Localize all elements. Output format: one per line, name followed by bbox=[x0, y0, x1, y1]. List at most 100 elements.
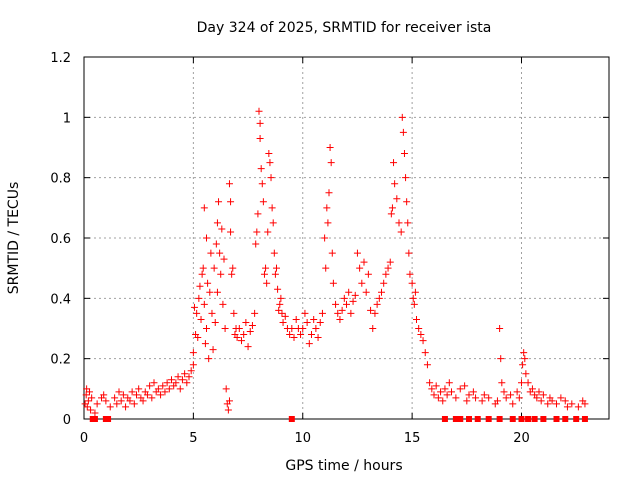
data-point bbox=[521, 355, 529, 363]
chart-title: Day 324 of 2025, SRMTID for receiver ist… bbox=[197, 20, 492, 36]
data-point bbox=[275, 306, 283, 314]
data-point bbox=[203, 325, 210, 332]
data-point bbox=[111, 394, 119, 402]
data-point bbox=[496, 325, 504, 332]
data-point bbox=[253, 228, 261, 236]
y-tick-label: 0 bbox=[63, 413, 71, 428]
data-point bbox=[535, 388, 543, 396]
data-point bbox=[518, 379, 525, 387]
data-point bbox=[269, 219, 277, 227]
data-point bbox=[290, 334, 298, 342]
data-point bbox=[242, 318, 250, 326]
data-point bbox=[106, 403, 114, 411]
data-point-square bbox=[581, 416, 588, 422]
data-point-square bbox=[540, 416, 547, 422]
data-point bbox=[390, 159, 398, 167]
data-point bbox=[273, 264, 280, 272]
data-point bbox=[404, 219, 412, 227]
data-point bbox=[288, 325, 296, 332]
data-point bbox=[323, 204, 331, 212]
data-point bbox=[314, 334, 322, 342]
data-point bbox=[276, 300, 284, 308]
axis-ticks: 0 0.2 0.4 0.6 0.8 1 1.2 0 5 10 15 20 bbox=[50, 51, 609, 446]
data-point bbox=[463, 397, 471, 405]
data-point bbox=[522, 370, 530, 378]
data-point-square bbox=[496, 416, 503, 422]
data-point bbox=[255, 107, 263, 115]
data-point bbox=[456, 385, 464, 393]
data-point bbox=[268, 204, 276, 212]
y-tick-label: 1.2 bbox=[50, 51, 71, 66]
data-point bbox=[351, 291, 359, 299]
data-point bbox=[321, 234, 329, 242]
data-point bbox=[230, 309, 238, 317]
data-point bbox=[83, 385, 91, 393]
data-point bbox=[548, 397, 556, 405]
data-point bbox=[528, 385, 536, 393]
data-point bbox=[93, 400, 101, 408]
data-point bbox=[130, 400, 138, 408]
data-point bbox=[248, 321, 256, 329]
data-point bbox=[574, 403, 582, 411]
data-point bbox=[83, 403, 91, 411]
data-point bbox=[281, 312, 289, 320]
data-point bbox=[258, 180, 266, 188]
data-point bbox=[448, 388, 455, 396]
data-point bbox=[391, 180, 399, 188]
data-point bbox=[399, 128, 407, 136]
data-point bbox=[452, 394, 460, 402]
data-point-square bbox=[105, 416, 112, 422]
data-point bbox=[343, 300, 350, 308]
x-tick-label: 0 bbox=[80, 431, 88, 446]
data-point bbox=[198, 270, 206, 278]
data-point bbox=[386, 258, 394, 266]
data-point bbox=[441, 385, 449, 393]
data-point-square bbox=[525, 416, 532, 422]
data-point bbox=[509, 400, 517, 408]
data-point bbox=[91, 409, 99, 417]
y-tick-label: 0.8 bbox=[50, 172, 71, 187]
data-point bbox=[163, 379, 171, 387]
data-point bbox=[126, 397, 134, 405]
grid-lines bbox=[84, 57, 609, 419]
data-point-square bbox=[288, 416, 295, 422]
data-point bbox=[244, 343, 252, 351]
data-point bbox=[403, 198, 411, 206]
data-point bbox=[445, 379, 453, 387]
data-point bbox=[251, 309, 259, 317]
data-point bbox=[310, 315, 318, 323]
data-point bbox=[220, 255, 228, 263]
data-point bbox=[113, 400, 121, 408]
data-point bbox=[478, 397, 486, 405]
data-point bbox=[356, 264, 364, 272]
data-point bbox=[117, 397, 125, 405]
data-point bbox=[274, 285, 282, 293]
data-point bbox=[267, 174, 275, 182]
data-point bbox=[367, 306, 375, 314]
data-point bbox=[238, 337, 245, 345]
data-point bbox=[235, 325, 243, 332]
data-point bbox=[371, 309, 379, 317]
data-point bbox=[181, 370, 189, 378]
data-point bbox=[215, 198, 223, 206]
data-point bbox=[498, 379, 506, 387]
data-point bbox=[326, 144, 334, 151]
data-point bbox=[358, 279, 366, 287]
data-point bbox=[204, 279, 212, 287]
data-point bbox=[336, 315, 344, 323]
data-point bbox=[135, 385, 143, 393]
data-points bbox=[81, 107, 589, 422]
data-point bbox=[254, 210, 262, 218]
data-point bbox=[218, 225, 226, 233]
data-point bbox=[303, 318, 311, 326]
data-point bbox=[469, 388, 477, 396]
data-point bbox=[402, 174, 410, 182]
data-point bbox=[165, 385, 173, 393]
data-point bbox=[524, 379, 532, 387]
data-point bbox=[413, 315, 420, 323]
data-point bbox=[421, 349, 429, 357]
data-point-square bbox=[509, 416, 516, 422]
x-tick-label: 20 bbox=[513, 431, 530, 446]
y-tick-label: 0.4 bbox=[50, 292, 71, 307]
data-point bbox=[271, 270, 279, 278]
